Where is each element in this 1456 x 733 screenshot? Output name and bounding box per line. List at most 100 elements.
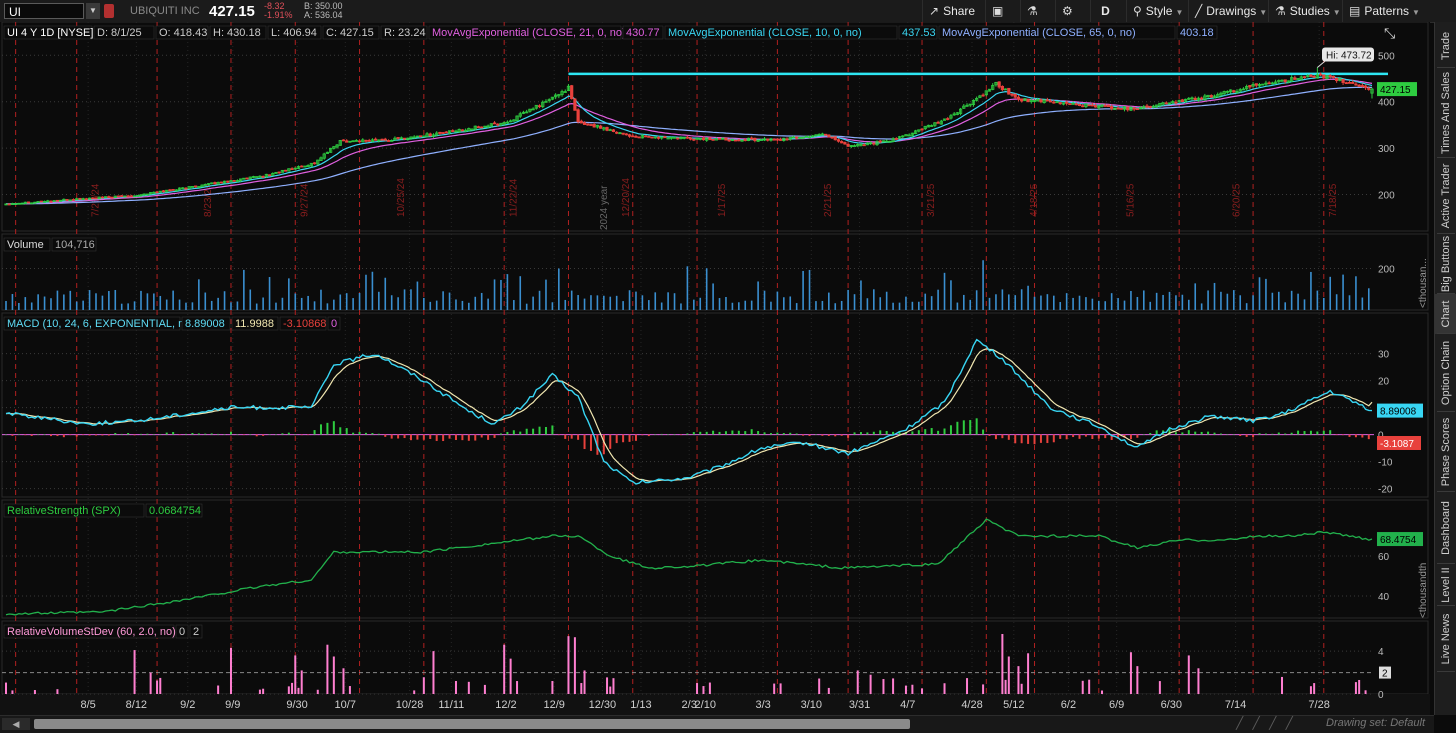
- drawing-tools-icons[interactable]: ╱ ╱ ╱ ╱: [1236, 716, 1296, 730]
- volume-bar: [956, 302, 959, 310]
- candle-body: [4, 203, 8, 206]
- candle-body: [496, 123, 500, 126]
- scroll-left-button[interactable]: ◀: [2, 718, 30, 730]
- volume-bar: [506, 274, 509, 310]
- flag-icon[interactable]: [104, 4, 114, 18]
- candle-body: [165, 189, 169, 193]
- sidebar-tab-active-trader[interactable]: Active Trader: [1435, 158, 1456, 234]
- volume-bar: [873, 289, 875, 310]
- macd-hist-bar: [152, 434, 155, 435]
- volume-bar: [268, 277, 271, 310]
- candle-body: [20, 202, 24, 205]
- macd-signal-value-bg: [231, 316, 279, 331]
- candle-body: [177, 187, 182, 191]
- rvol-bar: [1358, 679, 1361, 694]
- sidebar-tab-times-and-sales[interactable]: Times And Sales: [1435, 68, 1456, 158]
- candle-body: [235, 180, 240, 182]
- volume-bar: [191, 302, 194, 310]
- candle-body: [779, 139, 783, 141]
- chart-background: [0, 22, 1430, 715]
- flask-button[interactable]: ⚗: [1020, 0, 1048, 22]
- candle-body: [1196, 97, 1201, 101]
- candle-body: [1277, 80, 1281, 83]
- screenshot-button[interactable]: ▣: [985, 0, 1013, 22]
- studies-button[interactable]: ⚗ Studies ▼: [1268, 0, 1347, 22]
- candle-body: [579, 120, 583, 124]
- candle-body: [415, 135, 420, 138]
- sidebar-tab-chart[interactable]: Chart: [1435, 294, 1456, 334]
- sidebar-tab-big-buttons[interactable]: Big Buttons: [1435, 234, 1456, 294]
- candle-body: [1241, 88, 1246, 91]
- scroll-thumb[interactable]: [34, 719, 910, 729]
- rvol-bar: [1081, 680, 1084, 694]
- candle-body: [1254, 83, 1258, 86]
- candle-body: [936, 121, 940, 124]
- volume-bar: [345, 293, 348, 310]
- sidebar-tab-trade[interactable]: Trade: [1435, 24, 1456, 68]
- rvol-bar: [882, 679, 885, 694]
- volume-bar: [1059, 302, 1062, 310]
- rvol-bar: [1001, 634, 1004, 694]
- macd-hist-bar: [1142, 434, 1145, 436]
- macd-hist-bar: [673, 434, 676, 435]
- sidebar-tab-level-ii[interactable]: Level II: [1435, 564, 1456, 606]
- macd-zero-value: 0: [331, 318, 337, 330]
- volume-bar: [178, 299, 181, 310]
- candle-body: [280, 169, 285, 173]
- macd-hist-bar: [287, 432, 290, 435]
- candle-body: [23, 201, 27, 204]
- volume-bar: [905, 296, 907, 310]
- chart-area[interactable]: 7/26/24 8/23/24 9/27/24 10/25/24 11/22/24 12/…: [0, 21, 1430, 715]
- share-button[interactable]: ↗ Share: [922, 0, 981, 22]
- volume-bar: [1053, 295, 1055, 310]
- rvol-bar: [262, 688, 265, 694]
- macd-hist-bar: [1072, 434, 1075, 438]
- drawings-button[interactable]: ╱ Drawings ▼: [1188, 0, 1273, 22]
- macd-hist-bar: [377, 433, 380, 435]
- candle-body: [1081, 105, 1085, 108]
- volume-bar: [1162, 294, 1164, 310]
- sidebar-tab-phase-scores[interactable]: Phase Scores: [1435, 412, 1456, 492]
- candle-body: [1357, 84, 1361, 87]
- candle-body: [933, 122, 937, 126]
- macd-hist-bar: [1245, 434, 1248, 437]
- candle-body: [560, 91, 564, 95]
- candle-body: [1155, 104, 1159, 108]
- candle-body: [171, 189, 175, 191]
- candle-body: [708, 137, 712, 140]
- volume-bar: [1361, 297, 1364, 310]
- volume-bar: [1213, 282, 1216, 310]
- candle-body: [1093, 105, 1098, 108]
- ema-study-value: 437.53: [902, 27, 936, 39]
- candle-body: [200, 184, 204, 188]
- volume-bar: [988, 297, 991, 310]
- candle-body: [190, 186, 195, 188]
- volume-bar: [313, 301, 316, 310]
- candle-body: [75, 198, 79, 201]
- sidebar-tab-live-news[interactable]: Live News: [1435, 606, 1456, 672]
- sidebar-tab-option-chain[interactable]: Option Chain: [1435, 334, 1456, 412]
- horizontal-scrollbar[interactable]: ◀ ╱ ╱ ╱ ╱ Drawing set: Default: [0, 715, 1434, 733]
- candle-body: [740, 139, 744, 142]
- volume-bar: [532, 296, 534, 310]
- candle-body: [930, 125, 934, 127]
- candle-body: [762, 138, 767, 141]
- macd-hist-bar: [1367, 434, 1370, 440]
- chart-svg[interactable]: 7/26/24 8/23/24 9/27/24 10/25/24 11/22/24 12/…: [0, 21, 1430, 715]
- patterns-button[interactable]: ▤ Patterns ▼: [1342, 0, 1426, 22]
- interval-button[interactable]: D: [1090, 0, 1120, 22]
- rvol-bar: [348, 686, 351, 694]
- symbol-input[interactable]: UI: [4, 3, 84, 19]
- volume-bar: [1335, 294, 1338, 310]
- settings-button[interactable]: ⚙: [1055, 0, 1083, 22]
- candle-body: [711, 138, 715, 141]
- sidebar-tab-dashboard[interactable]: Dashboard: [1435, 492, 1456, 564]
- x-tick-label: 6/2: [1061, 699, 1076, 711]
- style-button[interactable]: ⚲ Style ▼: [1126, 0, 1189, 22]
- macd-hist-bar: [557, 434, 560, 436]
- rvol-bar: [1129, 652, 1132, 694]
- candle-body: [354, 140, 358, 142]
- volume-bar: [403, 289, 406, 310]
- chevron-down-icon[interactable]: ▼: [86, 3, 100, 19]
- macd-hist-bar: [1213, 432, 1216, 435]
